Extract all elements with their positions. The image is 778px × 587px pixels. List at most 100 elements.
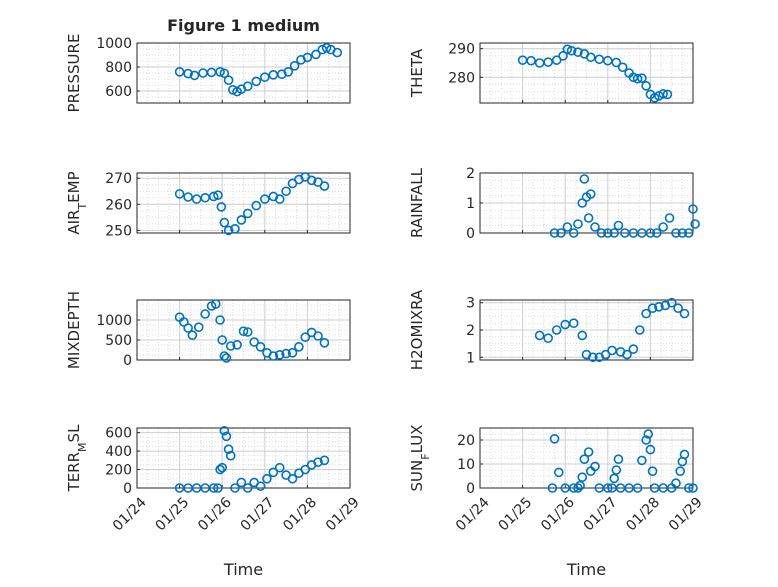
data-point [568,228,579,238]
data-point [242,208,253,219]
y-tick-label: 1 [466,196,475,212]
data-point [174,189,185,199]
x-tick-label: 01/26 [195,494,235,534]
x-axis-label: Time [566,560,606,579]
data-point [219,68,230,79]
data-point [675,466,686,477]
x-tick-label: 01/29 [666,494,706,534]
data-point [585,189,596,199]
y-tick-label: 600 [105,84,132,100]
y-axis-label: THETA [408,48,426,98]
data-point [219,351,230,361]
data-point [302,52,313,63]
data-point [255,341,266,352]
y-tick-label: 10 [457,457,475,473]
data-point [566,45,577,56]
data-point [613,220,624,231]
data-point [617,62,628,73]
y-tick-label: 260 [105,197,132,213]
data-point [585,52,596,63]
data-point [679,449,690,460]
y-axis-label: AIRTEMP [65,171,89,234]
y-tick-label: 500 [105,333,132,349]
data-point [645,444,656,455]
data-point [223,225,234,236]
data-point [319,337,330,348]
data-point [671,478,681,489]
data-point [556,228,566,238]
data-point [543,57,553,67]
data-point [319,181,330,191]
y-axis-label: MIXDEPTH [65,291,83,369]
data-point [221,353,232,363]
data-point [611,465,622,475]
data-point [547,483,558,493]
data-point [249,337,259,347]
data-point [637,73,647,83]
data-point [647,466,658,477]
data-point [274,194,285,204]
data-point [602,55,613,66]
y-tick-label: 290 [448,42,475,58]
data-point [583,447,594,457]
data-point [268,467,279,478]
data-point [268,351,279,361]
axes-border [479,427,694,489]
data-point [219,425,230,436]
data-point [217,462,227,473]
data-point [208,191,219,202]
data-point [183,323,193,333]
data-point [683,483,694,493]
data-point [573,483,583,493]
data-point [223,444,234,455]
subplot-pressure: 600 800 1000 PRESSURE Figure 1 medium [65,16,351,113]
x-tick-label: 01/24 [110,494,150,534]
data-point [242,81,253,91]
y-axis-label: PRESSURE [65,34,83,113]
axes-border [479,299,694,361]
x-tick-label: 01/29 [323,494,363,534]
data-point [313,331,323,341]
data-point [641,435,651,445]
data-point [554,467,564,478]
data-point [223,75,234,85]
data-point [251,200,262,211]
data-point [238,326,249,337]
data-point [637,455,647,466]
subplot-airtemp: 250 260 270 AIRTEMP [65,171,351,239]
data-point [219,217,230,228]
data-point [562,44,573,55]
data-point [666,297,677,308]
data-point [193,322,204,333]
data-point [549,228,560,238]
data-point [213,190,223,200]
data-point [543,333,553,343]
subplot-theta: 280 290 THETA [408,42,694,104]
data-point [651,228,662,238]
data-point [306,175,317,186]
data-point [287,347,298,358]
data-point [613,454,624,465]
data-point [673,303,683,313]
data-point [671,228,681,238]
data-point [632,73,643,84]
chart-title: Figure 1 medium [167,16,320,35]
data-point [590,461,600,472]
data-point [319,455,330,466]
x-axis-label: Time [223,560,263,579]
x-tick-label: 01/24 [453,494,493,534]
data-point [296,54,306,65]
subplot-mixdepth: 0 500 1000 MIXDEPTH [65,291,351,369]
data-point [332,47,343,58]
y-tick-label: 20 [457,433,475,449]
data-point [187,330,198,341]
data-point [611,57,622,68]
data-point [551,325,562,335]
subplot-sunflux: 0 10 20 01/24 01/25 01/26 01/27 01/28 01/29 SUNFL… [408,425,706,579]
x-tick-label: 01/25 [153,494,193,534]
data-point [526,55,536,66]
data-point [259,194,270,204]
data-point [688,204,698,214]
x-tick-label: 01/26 [538,494,578,534]
